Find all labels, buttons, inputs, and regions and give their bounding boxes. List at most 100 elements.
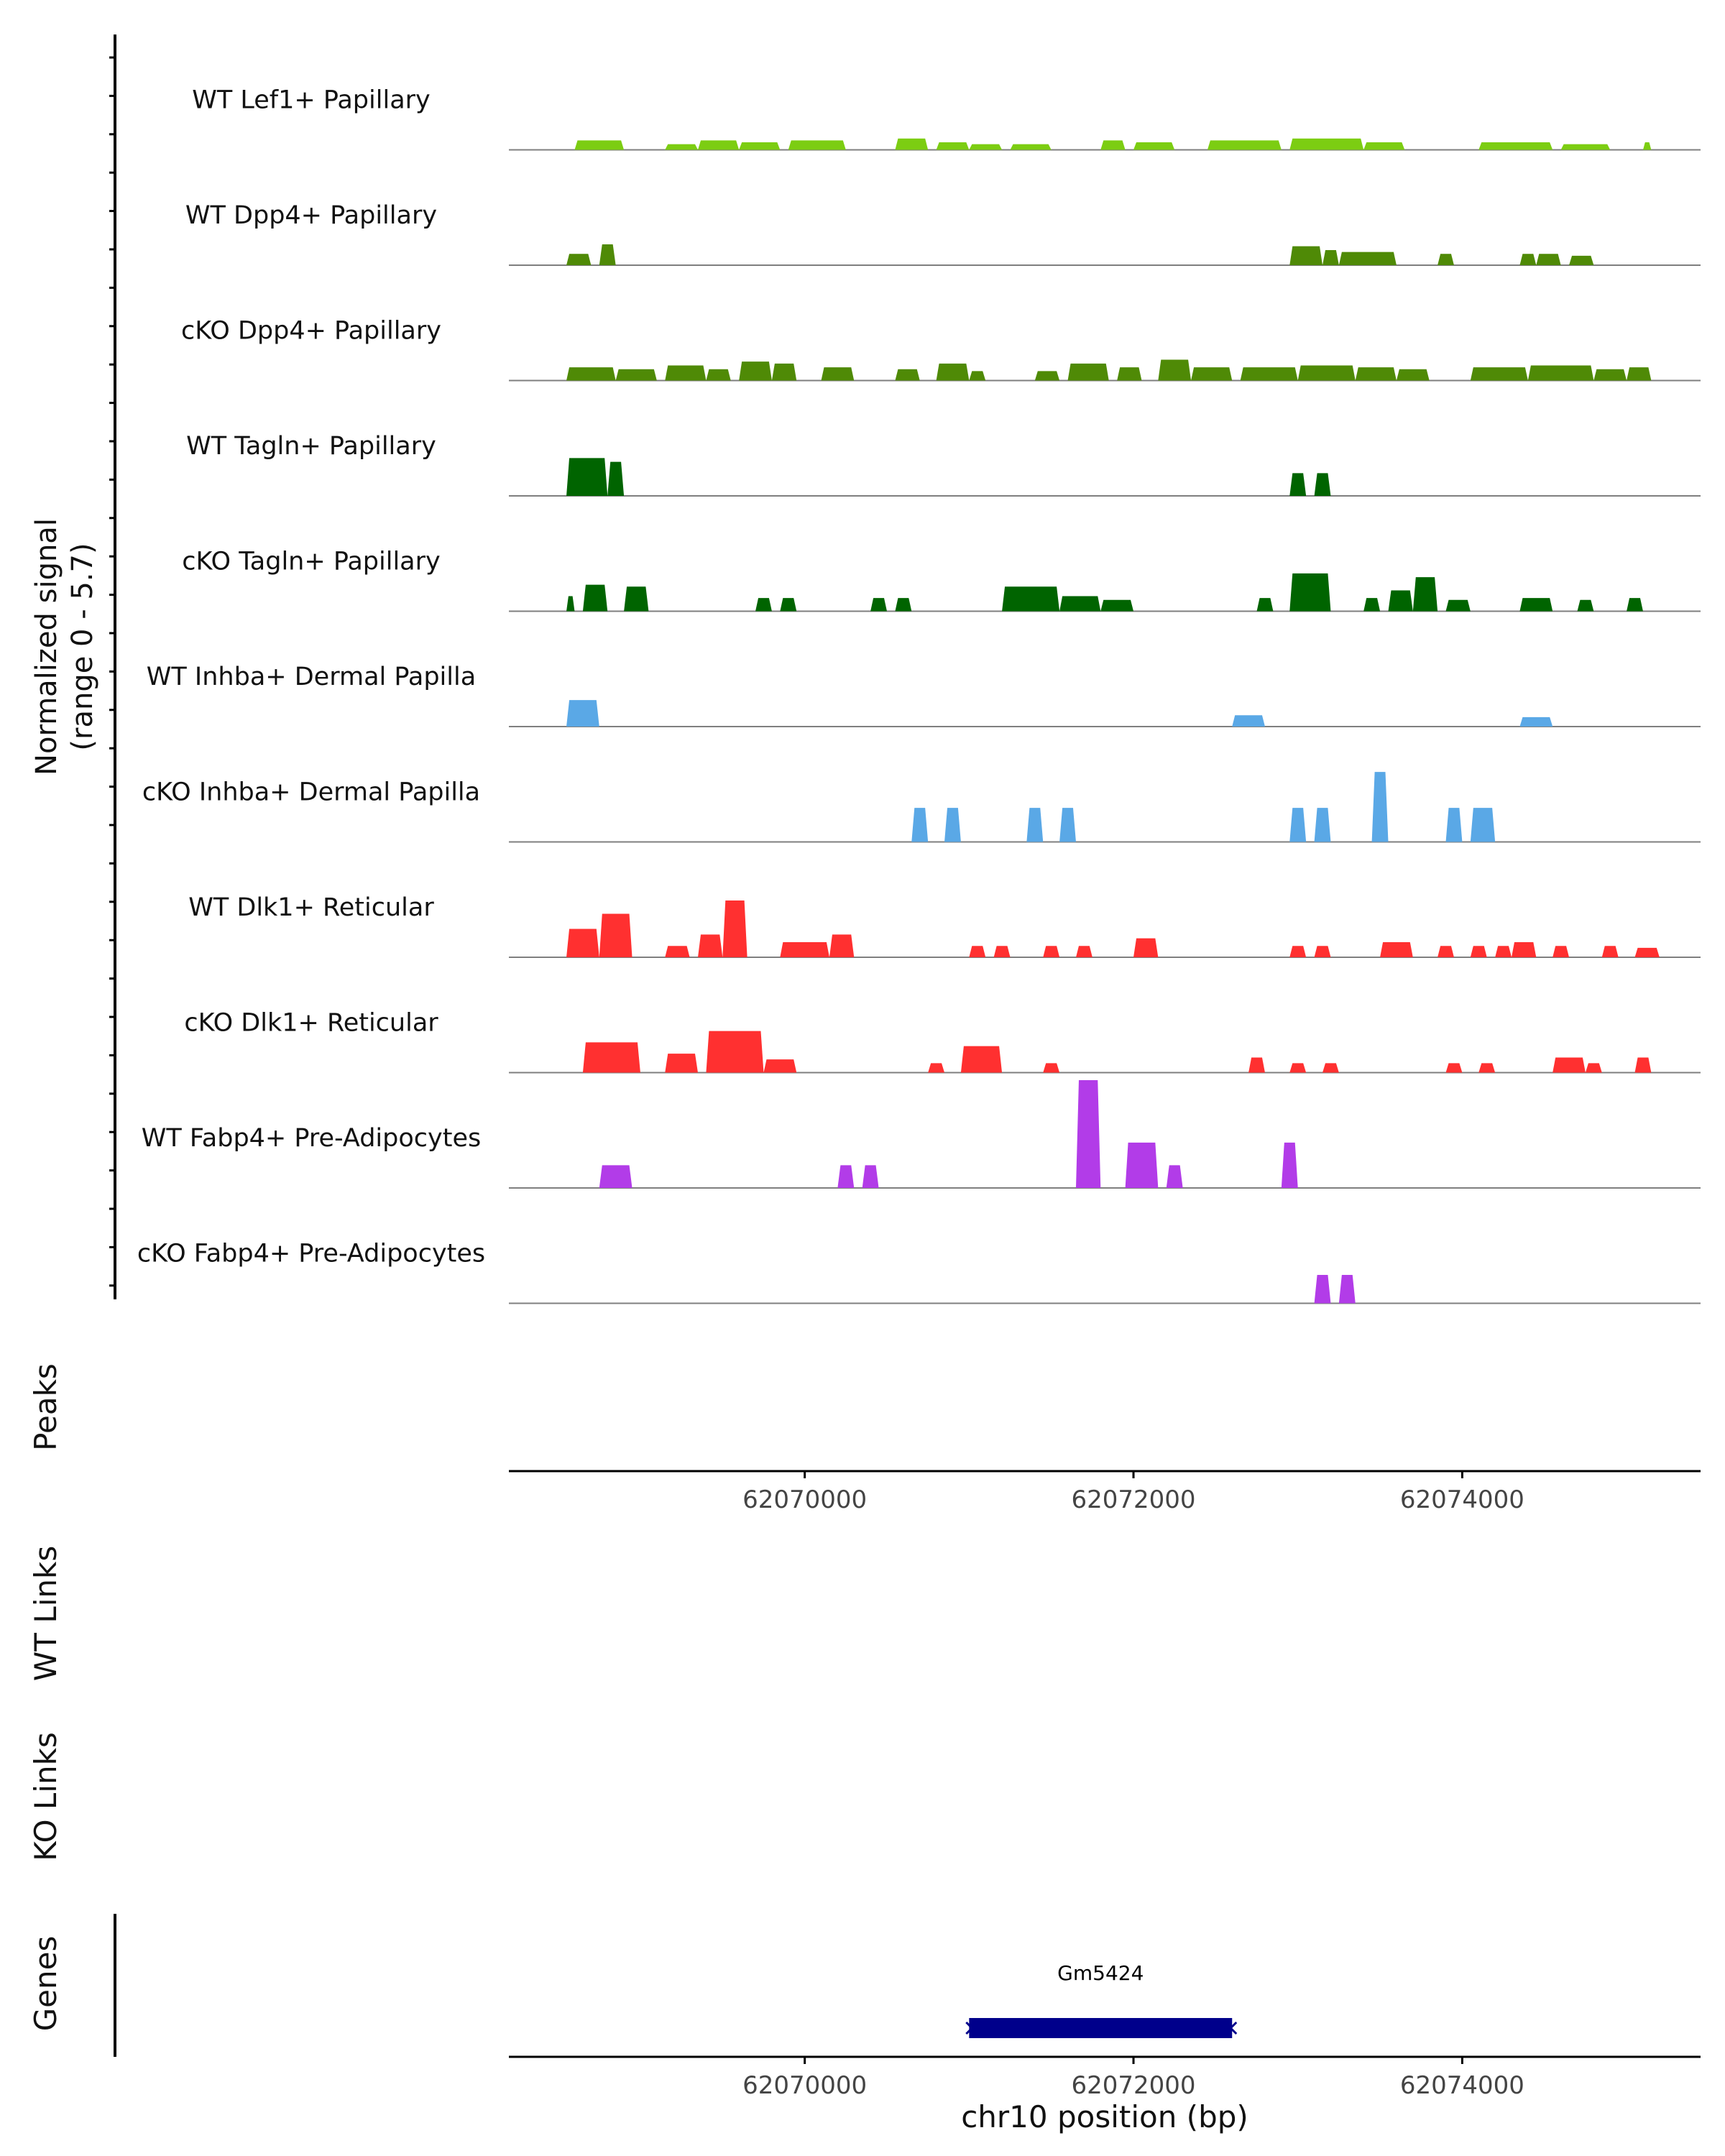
coverage-peak xyxy=(1322,1063,1339,1073)
coverage-peak xyxy=(1470,367,1528,381)
x-axis-title: chr10 position (bp) xyxy=(961,2099,1248,2134)
coverage-peak xyxy=(1577,599,1594,612)
track-label: cKO Dpp4+ Papillary xyxy=(181,317,441,346)
x-tick-label-genes: 62072000 xyxy=(1071,2071,1195,2100)
coverage-peak xyxy=(582,584,608,612)
coverage-peak xyxy=(1495,946,1512,957)
track-7: cKO Inhba+ Dermal Papilla xyxy=(142,772,1701,843)
coverage-peak xyxy=(1585,1063,1602,1073)
track-10: WT Fabp4+ Pre-Adipocytes xyxy=(142,1080,1701,1189)
track-3: cKO Dpp4+ Papillary xyxy=(181,317,1701,382)
coverage-peak xyxy=(862,1165,879,1188)
gene-body xyxy=(969,2018,1233,2038)
track-2: WT Dpp4+ Papillary xyxy=(185,201,1701,266)
coverage-peak xyxy=(1043,946,1060,957)
coverage-peak xyxy=(1075,1080,1101,1188)
coverage-peak xyxy=(936,363,970,381)
coverage-peak xyxy=(665,144,698,150)
track-8: WT Dlk1+ Reticular xyxy=(188,893,1701,958)
coverage-peak xyxy=(665,1054,698,1073)
coverage-peak xyxy=(1133,938,1159,957)
coverage-peak xyxy=(1133,142,1175,150)
coverage-peak xyxy=(1314,1275,1331,1304)
coverage-peak xyxy=(969,946,986,957)
coverage-peak xyxy=(697,140,740,150)
coverage-peak xyxy=(706,369,731,381)
coverage-peak xyxy=(1289,1063,1307,1073)
coverage-peak xyxy=(665,946,690,957)
coverage-peak xyxy=(566,254,592,265)
coverage-peak xyxy=(1627,598,1643,612)
coverage-peak xyxy=(1519,254,1537,265)
coverage-peak xyxy=(1289,473,1307,496)
coverage-peak xyxy=(1634,947,1660,957)
coverage-peak xyxy=(599,244,616,265)
coverage-peak xyxy=(1100,140,1126,150)
coverage-peak xyxy=(788,140,846,150)
coverage-peak xyxy=(911,808,929,842)
coverage-peak xyxy=(1642,142,1652,150)
coverage-peak xyxy=(1445,599,1471,612)
coverage-peak xyxy=(1289,946,1307,957)
signal-y-ticks xyxy=(109,56,115,1287)
coverage-peak xyxy=(615,369,657,381)
coverage-peak xyxy=(1026,808,1044,842)
track-label: cKO Dlk1+ Reticular xyxy=(184,1009,438,1038)
coverage-tracks: WT Lef1+ Papillary WT Dpp4+ Papillary cKO … xyxy=(137,86,1701,1304)
track-6: WT Inhba+ Dermal Papilla xyxy=(147,663,1701,727)
coverage-peak xyxy=(1281,1142,1298,1188)
coverage-peak xyxy=(1560,144,1611,150)
coverage-peak xyxy=(1256,598,1274,612)
coverage-peak xyxy=(837,1165,855,1188)
x-tick-label-peaks: 62072000 xyxy=(1071,1485,1195,1514)
coverage-peak xyxy=(1010,144,1052,150)
coverage-peak xyxy=(1034,371,1060,381)
coverage-peak xyxy=(1634,1057,1652,1073)
coverage-peak xyxy=(1552,1057,1586,1073)
coverage-peak xyxy=(944,808,961,842)
coverage-peak xyxy=(771,363,797,381)
coverage-peak xyxy=(1166,1165,1183,1188)
coverage-peak xyxy=(574,140,625,150)
coverage-peak xyxy=(1388,590,1413,612)
coverage-peak xyxy=(1158,359,1192,381)
coverage-peak xyxy=(1289,573,1331,612)
wt-links-panel-label: WT Links xyxy=(28,1546,63,1681)
coverage-peak xyxy=(1536,254,1561,265)
coverage-peak xyxy=(1363,142,1405,150)
peaks-x-axis-ticks: 62070000 62072000 62074000 xyxy=(742,1471,1524,1514)
coverage-peak xyxy=(599,1165,632,1188)
coverage-peak xyxy=(1100,599,1134,612)
coverage-peak xyxy=(1059,808,1076,842)
coverage-peak xyxy=(969,144,1003,150)
coverage-peak xyxy=(566,367,616,381)
coverage-peak xyxy=(1322,249,1339,265)
coverage-peak xyxy=(566,458,608,496)
coverage-peak xyxy=(1314,946,1331,957)
coverage-peak xyxy=(1232,715,1265,727)
coverage-peak xyxy=(566,929,599,957)
track-9: cKO Dlk1+ Reticular xyxy=(184,1009,1701,1074)
coverage-peak xyxy=(829,934,855,957)
coverage-peak xyxy=(1125,1142,1159,1188)
coverage-peak xyxy=(1627,367,1652,381)
coverage-peak xyxy=(1289,246,1323,265)
coverage-peak xyxy=(722,900,748,957)
coverage-peak xyxy=(739,142,781,150)
coverage-peak xyxy=(566,700,599,727)
coverage-peak xyxy=(1478,142,1553,150)
coverage-peak xyxy=(1438,946,1454,957)
coverage-peak xyxy=(665,365,707,381)
coverage-peak xyxy=(1355,367,1397,381)
coverage-peak xyxy=(739,361,772,381)
coverage-peak xyxy=(1569,255,1594,265)
coverage-peak xyxy=(821,367,855,381)
track-1: WT Lef1+ Papillary xyxy=(192,86,1701,151)
x-tick-label-peaks: 62074000 xyxy=(1400,1485,1524,1514)
track-11: cKO Fabp4+ Pre-Adipocytes xyxy=(137,1240,1701,1304)
coverage-peak xyxy=(706,1031,764,1073)
coverage-peak xyxy=(969,371,986,381)
signal-y-axis-range: (range 0 - 5.7) xyxy=(66,543,99,750)
genes-panel-label: Genes xyxy=(28,1936,63,2032)
gene-strand-arrow xyxy=(965,2021,974,2035)
